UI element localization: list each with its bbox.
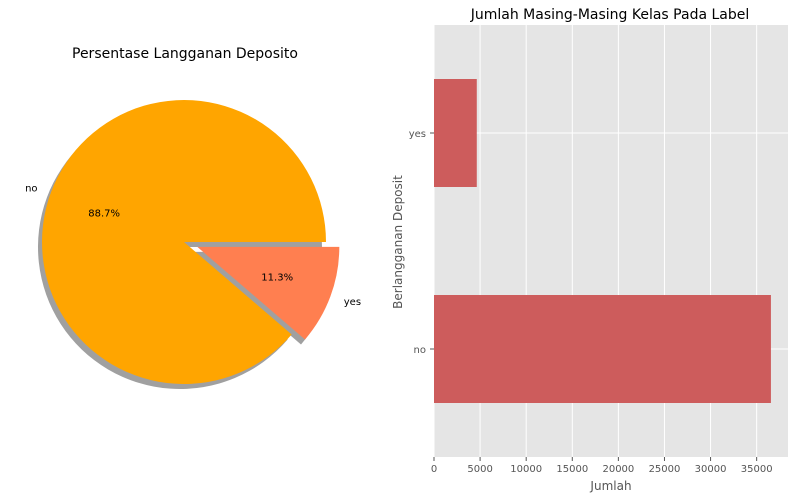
x-tick-label: 5000 [467, 464, 492, 475]
x-tick-label: 20000 [602, 464, 634, 475]
bars [434, 79, 771, 403]
y-axis-label: Berlangganan Deposit [391, 175, 405, 309]
x-tick-label: 15000 [556, 464, 588, 475]
pie-label-no: no [25, 184, 37, 195]
x-axis-ticks: 0 5000 10000 15000 20000 25000 30000 35000 [431, 457, 773, 475]
y-tick-label: yes [409, 129, 426, 140]
bar-chart-title: Jumlah Masing-Masing Kelas Pada Label [470, 7, 750, 23]
pie-label-yes: yes [344, 297, 361, 308]
pie-labels: no 88.7% yes 11.3% [25, 184, 361, 309]
pie-value-label-yes: 11.3% [261, 273, 293, 284]
y-axis-ticks: no yes [409, 129, 434, 356]
x-axis-label: Jumlah [589, 479, 631, 493]
x-tick-label: 35000 [741, 464, 773, 475]
bar-yes [434, 79, 477, 187]
pie-slice-yes [197, 246, 340, 340]
pie-slices [41, 99, 340, 385]
x-tick-label: 25000 [649, 464, 681, 475]
x-tick-label: 10000 [510, 464, 542, 475]
x-tick-label: 0 [431, 464, 437, 475]
x-tick-label: 30000 [695, 464, 727, 475]
pie-chart-title: Persentase Langganan Deposito [72, 46, 298, 62]
y-tick-label: no [414, 345, 426, 356]
pie-chart: Persentase Langganan Deposito no 88.7% yes… [25, 46, 361, 390]
pie-value-label-no: 88.7% [88, 208, 120, 219]
bar-chart: Jumlah Masing-Masing Kelas Pada Label 0 5… [391, 7, 788, 493]
bar-no [434, 295, 771, 403]
pie-slice-no [41, 99, 326, 385]
